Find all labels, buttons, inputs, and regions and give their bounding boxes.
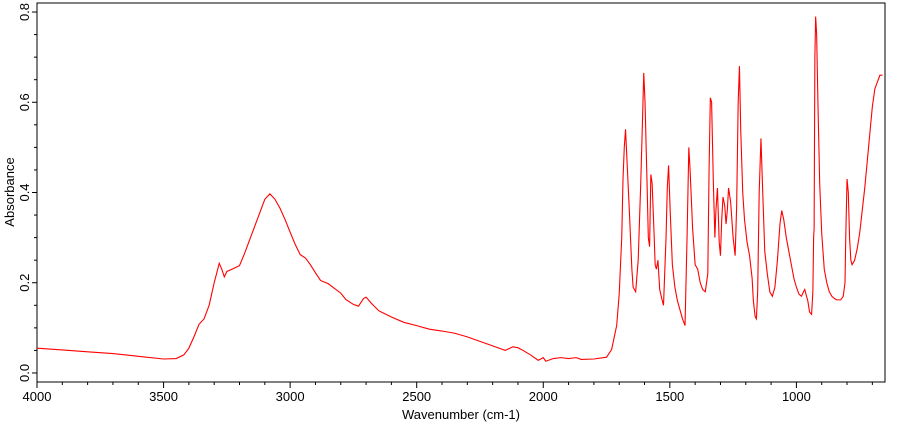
x-tick-label: 1500 — [655, 389, 684, 404]
x-tick-label: 3000 — [276, 389, 305, 404]
y-tick-label: 0.4 — [17, 183, 32, 201]
y-tick-label: 0.8 — [17, 3, 32, 21]
y-tick-label: 0.6 — [17, 93, 32, 111]
x-tick-label: 2000 — [529, 389, 558, 404]
plot-area — [36, 2, 886, 383]
y-axis: 0.0 0.2 0.4 0.6 0.8 — [17, 3, 37, 382]
y-tick-label: 0.2 — [17, 274, 32, 292]
x-axis-title: Wavenumber (cm-1) — [402, 407, 520, 422]
x-axis: 4000 3500 3000 2500 2000 1500 1000 — [23, 382, 873, 404]
y-tick-label: 0.0 — [17, 364, 32, 382]
x-tick-label: 3500 — [149, 389, 178, 404]
x-tick-label: 2500 — [402, 389, 431, 404]
x-tick-label: 1000 — [782, 389, 811, 404]
x-tick-label: 4000 — [23, 389, 52, 404]
absorbance-series-line — [36, 16, 883, 362]
y-axis-title: Absorbance — [2, 157, 17, 226]
